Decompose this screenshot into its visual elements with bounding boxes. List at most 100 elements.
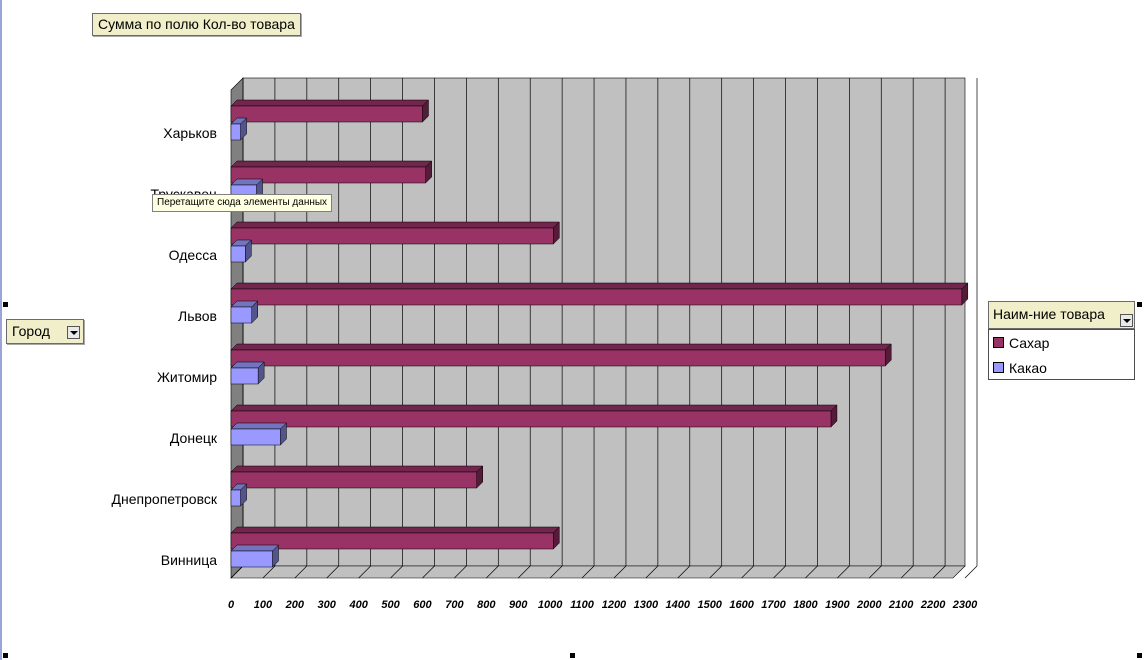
- floor-gridline: [517, 565, 531, 579]
- bar-top-face: [230, 99, 430, 107]
- value-tick-label: 0: [228, 599, 235, 611]
- series-dropdown-icon[interactable]: [1120, 314, 1133, 327]
- legend-swatch-sugar: [993, 337, 1004, 348]
- legend-label-sugar: Сахар: [1009, 335, 1050, 351]
- value-tick-label: 700: [445, 599, 464, 611]
- bar-sugar: [230, 404, 838, 428]
- value-tick-label: 1700: [761, 599, 786, 611]
- floor-gridline: [964, 565, 978, 579]
- category-label: Винница: [161, 552, 217, 568]
- value-tick-label: 500: [381, 599, 400, 611]
- bar-front-face: [230, 489, 241, 507]
- floor-gridline: [805, 565, 818, 579]
- city-dropdown-icon[interactable]: [67, 326, 80, 339]
- value-tick-label: 2000: [856, 599, 882, 611]
- bar-cocoa: [230, 422, 288, 446]
- window-left-border: [0, 0, 2, 660]
- selection-handle[interactable]: [3, 653, 8, 658]
- value-tick-label: 1400: [666, 599, 691, 611]
- value-tick-label: 100: [254, 599, 273, 611]
- value-tick-label: 2200: [920, 599, 946, 611]
- floor-gridline: [645, 565, 659, 579]
- chart-bars: [230, 99, 969, 568]
- floor-gridline: [581, 565, 595, 579]
- bar-front-face: [230, 166, 426, 184]
- floor-gridline: [358, 565, 371, 579]
- category-label: Житомир: [157, 369, 217, 385]
- bar-front-face: [230, 471, 477, 489]
- bar-cocoa: [230, 300, 259, 324]
- bar-top-face: [230, 343, 892, 351]
- city-field-label: Город: [12, 323, 50, 339]
- bar-front-face: [230, 428, 281, 446]
- floor-gridline: [230, 565, 244, 579]
- chart-walls: [230, 77, 966, 579]
- category-label: Львов: [178, 308, 217, 324]
- bar-sugar: [230, 526, 560, 550]
- bar-top-face: [230, 160, 433, 168]
- floor-gridline: [932, 565, 946, 579]
- bar-sugar: [230, 465, 484, 489]
- bar-top-face: [230, 221, 560, 229]
- value-tick-label: 1500: [697, 599, 722, 611]
- bar-front-face: [230, 306, 252, 324]
- selection-handle[interactable]: [570, 653, 575, 658]
- bar-front-face: [230, 367, 259, 385]
- floor-gridline: [486, 565, 499, 579]
- bar-sugar: [230, 160, 433, 184]
- value-axis-labels: 0 100 200 300 400 500 600 700 800 900 1000 1100 1200…: [228, 599, 978, 611]
- bar-cocoa: [230, 361, 265, 385]
- selection-handle[interactable]: [3, 302, 8, 307]
- floor-gridline: [677, 565, 691, 579]
- bar-front-face: [230, 349, 886, 367]
- value-tick-label: 300: [318, 599, 337, 611]
- value-tick-label: 2100: [888, 599, 914, 611]
- bar-top-face: [230, 465, 484, 473]
- bar-cocoa: [230, 117, 248, 141]
- value-tick-label: 1100: [570, 599, 595, 611]
- value-tick-label: 1900: [825, 599, 850, 611]
- selection-handle[interactable]: [1137, 653, 1142, 658]
- category-labels: ХарьковТрускавецОдессаЛьвовЖитомирДонецк…: [112, 125, 218, 568]
- bar-cocoa: [230, 544, 280, 568]
- bar-top-face: [230, 404, 838, 412]
- value-tick-label: 600: [413, 599, 432, 611]
- drop-zone-tooltip: Перетащите сюда элементы данных: [152, 194, 333, 212]
- value-tick-label: 900: [509, 599, 528, 611]
- bar-top-face: [230, 526, 560, 534]
- bar-top-face: [230, 282, 969, 290]
- legend-swatch-cocoa: [993, 362, 1004, 373]
- bar-front-face: [230, 288, 963, 306]
- value-tick-label: 400: [348, 599, 368, 611]
- bar-cocoa: [230, 483, 248, 507]
- category-label: Харьков: [163, 125, 217, 141]
- bar-front-face: [230, 123, 241, 141]
- value-tick-label: 800: [477, 599, 496, 611]
- floor-gridline: [390, 565, 403, 579]
- legend-item-cocoa: Какао: [993, 360, 1047, 376]
- value-tick-label: 1600: [729, 599, 754, 611]
- bar-cocoa: [230, 239, 252, 263]
- bar-front-face: [230, 227, 554, 245]
- bar-front-face: [230, 532, 554, 550]
- bar-sugar: [230, 282, 969, 306]
- series-field-label: Наим-ние товара: [993, 306, 1105, 322]
- city-field-button[interactable]: Город: [6, 319, 84, 344]
- floor-gridline: [741, 565, 754, 579]
- chart-legend: Сахар Какао: [988, 329, 1135, 380]
- floor-gridline: [422, 565, 435, 579]
- back-wall: [242, 77, 966, 567]
- data-field-label: Сумма по полю Кол-во товара: [98, 16, 295, 32]
- series-field-button[interactable]: Наим-ние товара: [988, 301, 1135, 329]
- drop-hint-text: Перетащите сюда элементы данных: [157, 197, 328, 208]
- value-tick-label: 1300: [634, 599, 659, 611]
- floor-gridline: [613, 565, 627, 579]
- value-tick-label: 200: [285, 599, 305, 611]
- selection-handle[interactable]: [1137, 302, 1142, 307]
- category-label: Донецк: [170, 430, 218, 446]
- bar-front-face: [230, 245, 246, 263]
- data-field-button[interactable]: Сумма по полю Кол-во товара: [92, 13, 301, 36]
- value-tick-label: 2300: [952, 599, 978, 611]
- bar-sugar: [230, 221, 560, 245]
